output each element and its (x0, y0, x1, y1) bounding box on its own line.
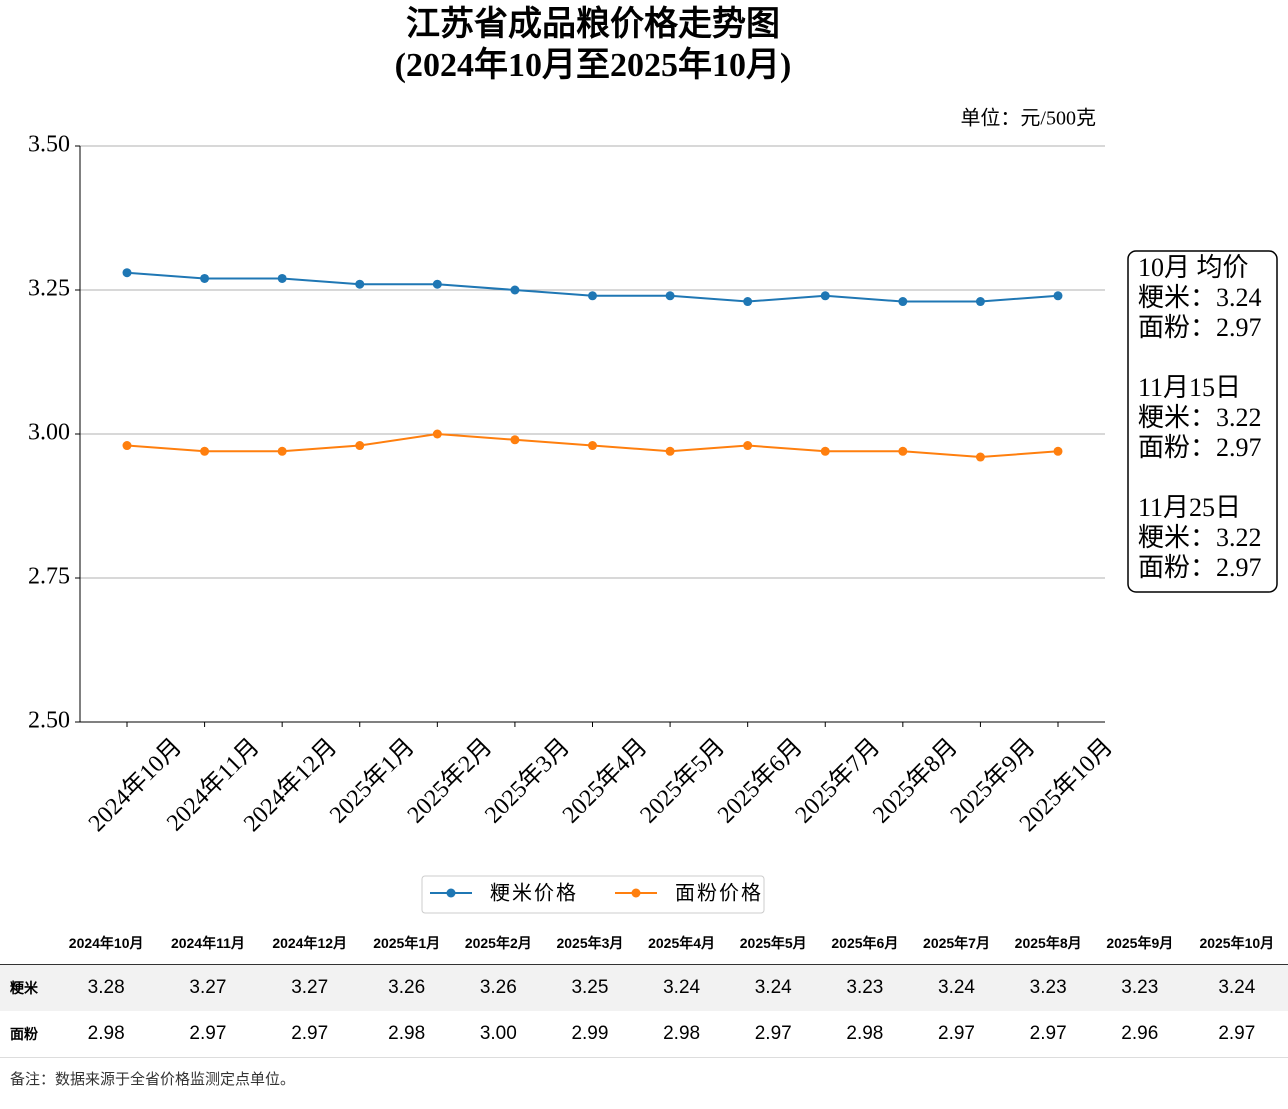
point (200, 273, 210, 283)
point (975, 297, 985, 307)
table-cell: 2.97 (1002, 1011, 1094, 1058)
table-cell: 2.97 (1185, 1011, 1288, 1058)
legend-label: 面粉价格 (675, 881, 763, 905)
table-cell: 2.96 (1093, 1011, 1186, 1058)
table-cell: 3.27 (258, 964, 361, 1011)
table-cell: 2.97 (157, 1011, 259, 1058)
point (975, 452, 985, 462)
point (432, 429, 442, 439)
point (743, 297, 753, 307)
column-header: 2025年1月 (360, 922, 453, 965)
row-label: 粳米 (0, 964, 55, 1011)
table-cell: 2.97 (258, 1011, 361, 1058)
y-tick-label: 2.50 (28, 708, 70, 734)
table-cell: 3.25 (544, 964, 636, 1011)
table-cell: 2.97 (910, 1011, 1003, 1058)
table-cell: 3.24 (727, 964, 820, 1011)
point (200, 446, 210, 456)
table-cell: 2.98 (360, 1011, 453, 1058)
table-cell: 3.23 (819, 964, 911, 1011)
annotation-heading: 10月 均价 (1138, 253, 1249, 282)
table-cell: 3.23 (1002, 964, 1094, 1011)
table-cell: 2.99 (544, 1011, 636, 1058)
table-cell: 3.24 (1185, 964, 1288, 1011)
point (743, 441, 753, 451)
point (277, 446, 287, 456)
column-header: 2025年6月 (819, 922, 911, 965)
point (122, 268, 132, 278)
y-tick-label: 3.50 (28, 132, 70, 158)
table-row: 粳米 3.28 3.27 3.27 3.26 3.26 3.25 3.24 3.24 3.23 3.… (0, 964, 1288, 1011)
point (1053, 291, 1063, 301)
column-header: 2025年5月 (727, 922, 820, 965)
column-header: 2025年4月 (635, 922, 728, 965)
column-header: 2024年12月 (258, 922, 361, 965)
point (588, 441, 597, 451)
annotation-box (1127, 250, 1278, 593)
point (432, 279, 442, 289)
annotation-heading: 11月25日 (1138, 493, 1241, 522)
table-cell: 2.98 (635, 1011, 728, 1058)
column-header: 2024年11月 (157, 922, 259, 965)
annotation-line: 粳米：3.24 (1138, 283, 1262, 312)
y-tick-label: 2.75 (28, 564, 70, 590)
column-header: 2025年9月 (1093, 922, 1186, 965)
y-tick-label: 3.25 (28, 276, 70, 302)
table-cell: 3.27 (157, 964, 259, 1011)
legend-label: 粳米价格 (490, 881, 578, 905)
annotation-line: 面粉：2.97 (1138, 313, 1262, 342)
point (122, 441, 132, 451)
chart: 江苏省成品粮价格走势图 (2024年10月至2025年10月) 单位：元/500… (28, 5, 1278, 914)
column-header: 2025年3月 (544, 922, 636, 965)
point (898, 297, 908, 307)
column-header: 2025年8月 (1002, 922, 1094, 965)
column-header: 2025年7月 (910, 922, 1003, 965)
chart-subtitle: (2024年10月至2025年10月) (395, 46, 792, 84)
table-cell: 2.97 (727, 1011, 820, 1058)
annotation-line: 粳米：3.22 (1138, 523, 1262, 552)
point (665, 446, 675, 456)
legend-box (421, 875, 765, 914)
table-cell: 2.98 (819, 1011, 911, 1058)
chart-title: 江苏省成品粮价格走势图 (406, 5, 780, 43)
table-cell: 3.28 (55, 964, 158, 1011)
row-label: 面粉 (0, 1011, 55, 1058)
column-header: 2025年10月 (1185, 922, 1288, 965)
table-cell: 3.00 (452, 1011, 545, 1058)
point (355, 279, 365, 289)
table-cell: 3.26 (452, 964, 545, 1011)
unit-label: 单位：元/500克 (960, 107, 1096, 130)
point (510, 285, 520, 295)
annotation-line: 粳米：3.22 (1138, 403, 1262, 432)
point (510, 435, 520, 445)
y-tick-label: 3.00 (28, 420, 70, 446)
table-cell: 2.98 (55, 1011, 158, 1058)
table-cell: 3.23 (1093, 964, 1186, 1011)
column-header: 2024年10月 (55, 922, 158, 965)
table-cell: 3.24 (910, 964, 1003, 1011)
footnote: 备注：数据来源于全省价格监测定点单位。 (10, 1070, 296, 1088)
point (820, 291, 830, 301)
corner (0, 922, 55, 965)
table-header: 2024年10月 2024年11月 2024年12月 2025年1月 2025年2月 20… (0, 922, 1288, 965)
column-header: 2025年2月 (452, 922, 545, 965)
legend-marker (631, 888, 641, 898)
point (820, 446, 830, 456)
point (898, 446, 908, 456)
point (588, 291, 597, 301)
point (665, 291, 675, 301)
annotation-line: 面粉：2.97 (1138, 433, 1262, 462)
table-cell: 3.24 (635, 964, 728, 1011)
annotation-heading: 11月15日 (1138, 373, 1241, 402)
annotation-line: 面粉：2.97 (1138, 553, 1262, 582)
point (1053, 446, 1063, 456)
point (277, 273, 287, 283)
data-table: 2024年10月 2024年11月 2024年12月 2025年1月 2025年2月 20… (0, 922, 1288, 1058)
table-row: 面粉 2.98 2.97 2.97 2.98 3.00 2.99 2.98 2.97 2.98 2.… (0, 1011, 1288, 1058)
point (355, 441, 365, 451)
legend-marker (446, 888, 456, 898)
table-cell: 3.26 (360, 964, 453, 1011)
